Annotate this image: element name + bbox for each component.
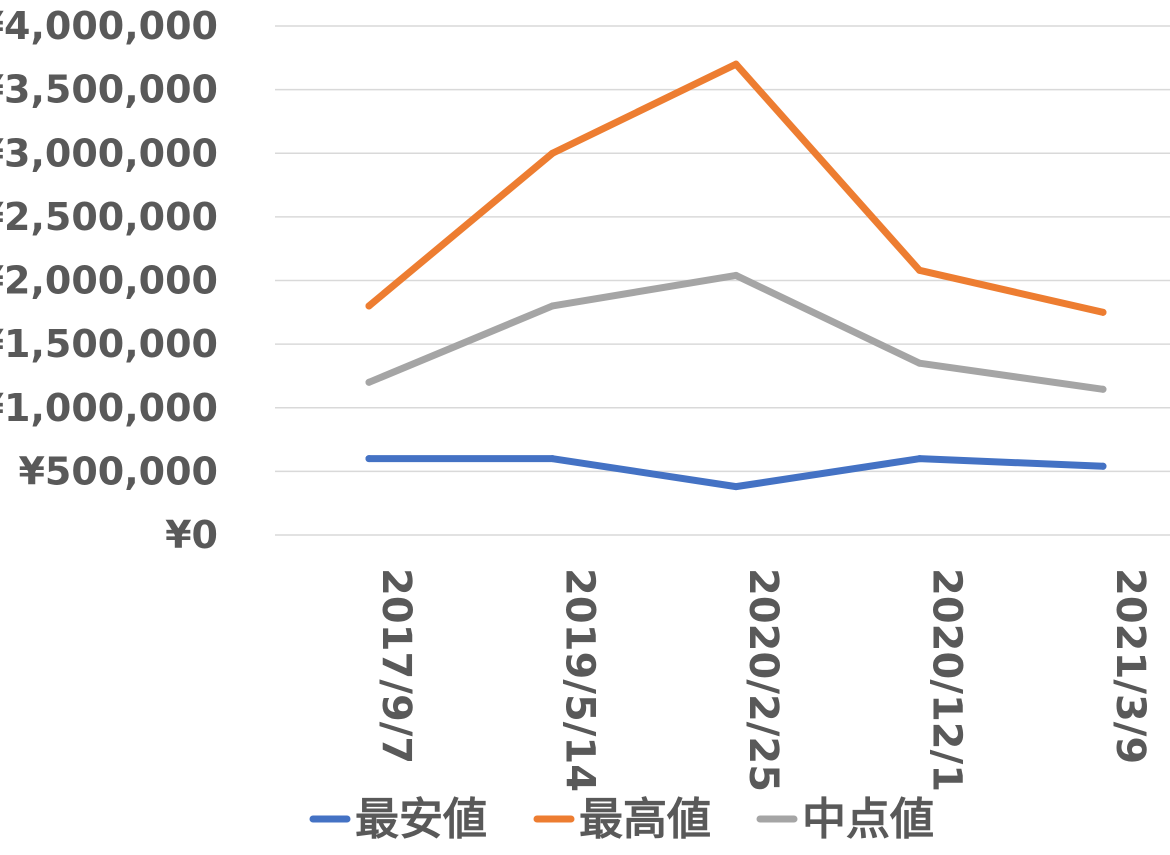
- y-tick-label: ¥1,000,000: [0, 386, 218, 430]
- x-tick-label: 2019/5/14: [557, 568, 603, 792]
- data-point: [916, 359, 923, 367]
- data-point: [365, 455, 373, 463]
- data-point: [916, 266, 923, 274]
- x-tick-label: 2017/9/7: [373, 568, 419, 764]
- data-point: [549, 302, 556, 310]
- y-tick-label: ¥4,000,000: [0, 4, 218, 48]
- data-point: [549, 455, 556, 463]
- legend: 最安値 最高値 中点値: [309, 794, 934, 845]
- y-axis-ticks: ¥0 ¥500,000 ¥1,000,000 ¥1,500,000 ¥2,000,000…: [0, 4, 218, 557]
- x-tick-label: 2020/2/25: [740, 568, 786, 792]
- data-point: [916, 455, 923, 463]
- legend-label: 中点値: [802, 794, 934, 845]
- data-point: [1099, 308, 1107, 316]
- legend-label: 最安値: [355, 794, 487, 845]
- y-tick-label: ¥2,500,000: [0, 195, 218, 239]
- y-tick-label: ¥500,000: [18, 449, 218, 493]
- legend-item-2: 中点値: [756, 794, 934, 845]
- data-point: [1099, 462, 1107, 470]
- data-point: [732, 271, 740, 279]
- legend-item-0: 最安値: [309, 794, 487, 845]
- y-tick-label: ¥2,000,000: [0, 259, 218, 303]
- x-tick-label: 2020/12/1: [924, 568, 970, 792]
- x-tick-label: 2021/3/9: [1107, 568, 1153, 764]
- series-line-2: [365, 271, 1107, 393]
- data-point: [732, 60, 740, 68]
- y-tick-label: ¥3,000,000: [0, 131, 218, 175]
- data-point: [732, 483, 740, 491]
- data-point: [365, 302, 373, 310]
- data-point: [549, 149, 556, 157]
- series-line-0: [365, 455, 1107, 491]
- data-point: [365, 378, 373, 386]
- y-tick-label: ¥1,500,000: [0, 322, 218, 366]
- y-tick-label: ¥3,500,000: [0, 68, 218, 112]
- x-axis-ticks: 2017/9/7 2019/5/14 2020/2/25 2020/12/1 2021/…: [373, 568, 1153, 792]
- data-point: [1099, 385, 1107, 393]
- series-lines: [365, 60, 1107, 491]
- legend-item-1: 最高値: [533, 794, 711, 845]
- legend-label: 最高値: [579, 794, 711, 845]
- y-tick-label: ¥0: [165, 513, 218, 557]
